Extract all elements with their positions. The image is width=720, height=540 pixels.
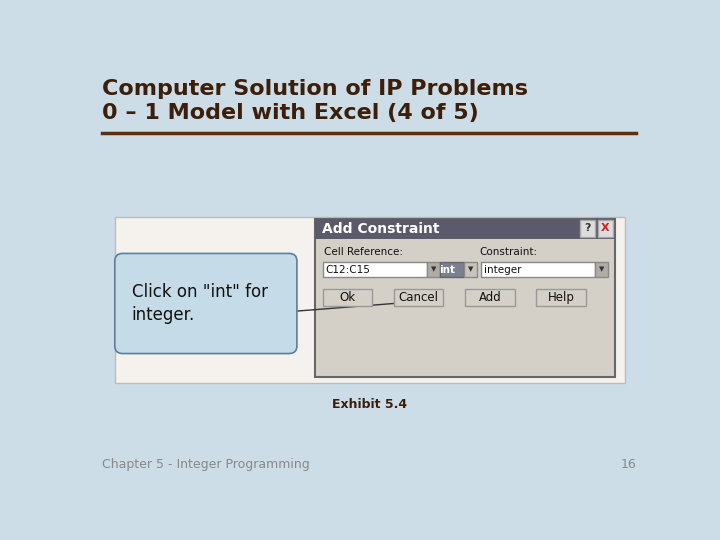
Text: ▼: ▼ <box>431 267 436 273</box>
Text: Computer Solution of IP Problems
0 – 1 Model with Excel (4 of 5): Computer Solution of IP Problems 0 – 1 M… <box>102 79 528 124</box>
Bar <box>114 217 625 383</box>
Bar <box>315 219 616 377</box>
Text: Cell Reference:: Cell Reference: <box>324 247 403 256</box>
Bar <box>482 262 595 278</box>
Text: Ok: Ok <box>339 291 356 304</box>
Text: integer: integer <box>485 265 522 275</box>
Text: Help: Help <box>548 291 575 304</box>
Bar <box>465 289 515 306</box>
Bar <box>315 219 616 239</box>
Bar <box>394 289 444 306</box>
Text: Add Constraint: Add Constraint <box>323 222 440 236</box>
Bar <box>580 220 595 237</box>
Text: Add: Add <box>479 291 501 304</box>
Text: Chapter 5 - Integer Programming: Chapter 5 - Integer Programming <box>102 458 310 471</box>
Text: Click on "int" for
integer.: Click on "int" for integer. <box>132 283 268 325</box>
Bar <box>323 289 372 306</box>
Text: int: int <box>439 265 455 275</box>
Bar <box>323 262 427 278</box>
Text: Cancel: Cancel <box>399 291 438 304</box>
Bar <box>464 262 477 278</box>
Text: Exhibit 5.4: Exhibit 5.4 <box>332 398 408 411</box>
Bar <box>439 262 464 278</box>
Text: ▼: ▼ <box>468 267 473 273</box>
FancyBboxPatch shape <box>114 253 297 354</box>
Text: Constraint:: Constraint: <box>479 247 537 256</box>
Text: C12:C15: C12:C15 <box>325 265 371 275</box>
Text: X: X <box>601 224 610 233</box>
Bar <box>595 262 608 278</box>
Text: ▼: ▼ <box>599 267 604 273</box>
Bar <box>598 220 613 237</box>
Text: 16: 16 <box>621 458 636 471</box>
Text: ?: ? <box>585 224 591 233</box>
Bar <box>427 262 439 278</box>
Bar <box>536 289 586 306</box>
